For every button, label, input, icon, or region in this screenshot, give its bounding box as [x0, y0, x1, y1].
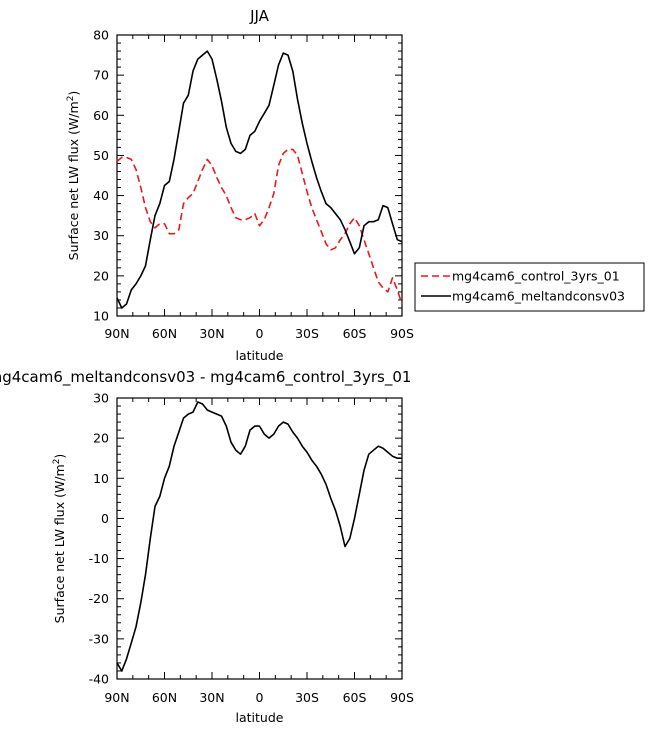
x-tick-label: 60N [152, 690, 177, 705]
x-tick-label: 30S [295, 690, 319, 705]
y-tick-label: -40 [89, 672, 109, 687]
plot-frame [116, 397, 403, 680]
y-tick-label: 30 [93, 391, 109, 406]
chart-difference: mg4cam6_meltandconsv03 - mg4cam6_control… [0, 368, 414, 725]
x-tick-label: 90S [390, 326, 414, 341]
x-tick-label: 90N [104, 690, 129, 705]
plot-frame [116, 34, 403, 317]
x-tick-label: 60N [152, 326, 177, 341]
x-tick-label: 0 [256, 690, 264, 705]
x-axis-label: latitude [236, 710, 284, 725]
x-tick-label: 30N [199, 690, 224, 705]
legend-label: mg4cam6_meltandconsv03 [452, 289, 625, 304]
y-tick-label: 30 [93, 228, 109, 243]
x-tick-label: 90S [390, 690, 414, 705]
chart-title: JJA [249, 7, 270, 25]
y-tick-label: -20 [89, 591, 109, 606]
x-tick-label: 0 [256, 326, 264, 341]
y-tick-label: -10 [89, 551, 109, 566]
chart-title: mg4cam6_meltandconsv03 - mg4cam6_control… [0, 368, 411, 387]
series-line-1 [116, 50, 403, 309]
y-tick-label: 40 [93, 188, 109, 203]
y-tick-label: 20 [93, 431, 109, 446]
legend: mg4cam6_control_3yrs_01 mg4cam6_meltandco… [414, 262, 645, 312]
series-line-0 [116, 148, 403, 305]
y-tick-label: 80 [93, 28, 109, 43]
y-axis-label: Surface net LW flux (W/m2) [66, 91, 81, 261]
x-tick-label: 60S [343, 326, 367, 341]
x-axis-label: latitude [236, 348, 284, 363]
y-tick-label: 70 [93, 68, 109, 83]
y-axis-label: Surface net LW flux (W/m2) [52, 454, 67, 624]
y-tick-label: 60 [93, 108, 109, 123]
y-tick-label: -30 [89, 631, 109, 646]
series-line-0 [116, 401, 402, 672]
x-tick-label: 30N [199, 326, 224, 341]
legend-label: mg4cam6_control_3yrs_01 [452, 269, 620, 284]
y-tick-label: 0 [101, 511, 109, 526]
x-tick-label: 90N [104, 326, 129, 341]
chart-jja: JJA 90N 60N 30N 0 30S 60S 90S 10 20 30 40 50 60 70 80 la… [66, 7, 645, 363]
y-tick-label: 20 [93, 268, 109, 283]
y-tick-label: 50 [93, 148, 109, 163]
y-tick-label: 10 [93, 309, 109, 324]
legend-box [414, 262, 645, 312]
y-tick-label: 10 [93, 471, 109, 486]
x-tick-label: 30S [295, 326, 319, 341]
x-tick-label: 60S [343, 690, 367, 705]
